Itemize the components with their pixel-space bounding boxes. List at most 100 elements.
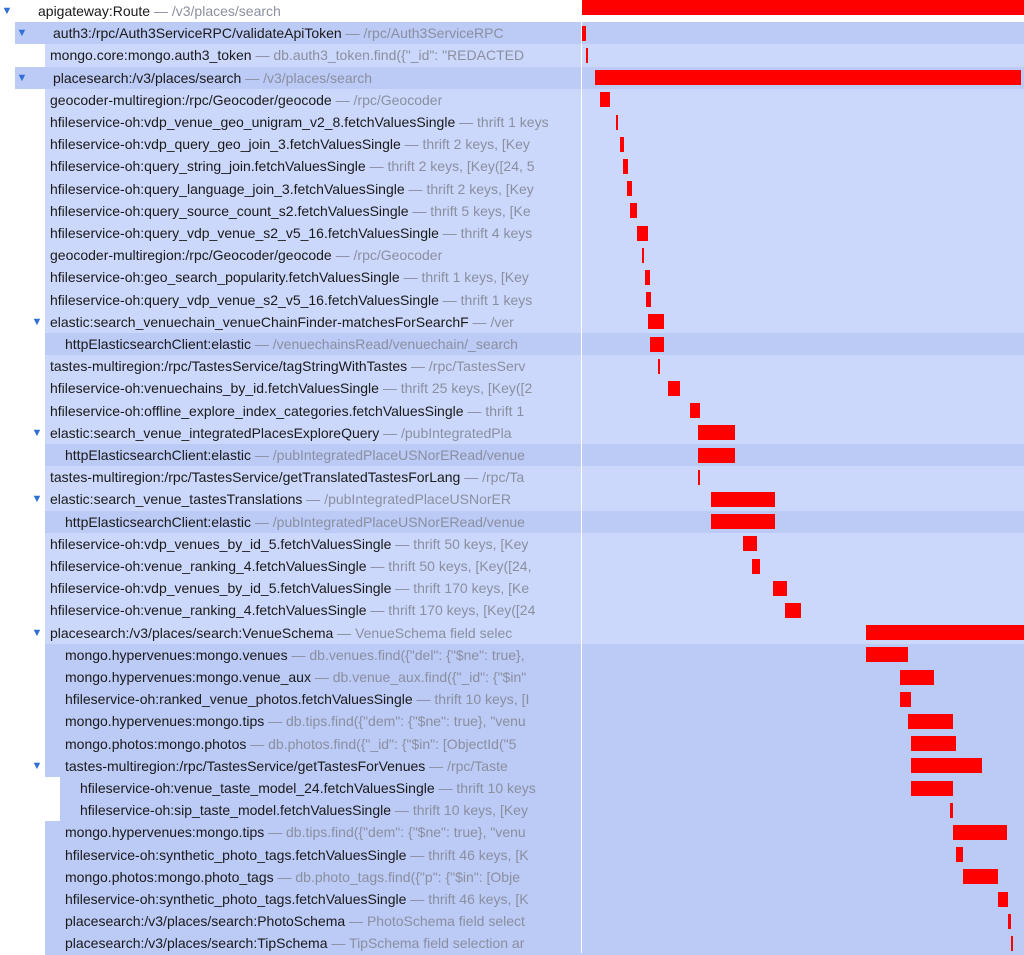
span-row[interactable]: hfileservice-oh:venuechains_by_id.fetchV… [0, 377, 1024, 400]
span-row[interactable]: hfileservice-oh:query_source_count_s2.fe… [0, 199, 1024, 222]
span-duration-bar[interactable] [629, 203, 637, 219]
span-label: hfileservice-oh:vdp_venue_geo_unigram_v2… [50, 111, 581, 133]
span-row[interactable]: hfileservice-oh:query_vdp_venue_s2_v5_16… [0, 288, 1024, 311]
span-row[interactable]: ▼ elastic:search_venue_integratedPlacesEx… [0, 421, 1024, 444]
span-duration-bar[interactable] [866, 625, 1024, 641]
span-row[interactable]: hfileservice-oh:geo_search_popularity.fe… [0, 266, 1024, 289]
span-duration-bar[interactable] [644, 269, 651, 285]
span-row[interactable]: hfileservice-oh:venue_ranking_4.fetchVal… [0, 599, 1024, 622]
span-duration-bar[interactable] [910, 780, 953, 796]
span-row[interactable]: placesearch:/v3/places/search:TipSchema … [0, 932, 1024, 955]
span-row[interactable]: hfileservice-oh:venue_ranking_4.fetchVal… [0, 555, 1024, 578]
span-service-operation: hfileservice-oh:vdp_query_geo_join_3.fet… [50, 136, 401, 153]
span-row[interactable]: mongo.hypervenues:mongo.tips — db.tips.f… [0, 821, 1024, 844]
expand-toggle-icon[interactable]: ▼ [31, 493, 43, 506]
span-row[interactable]: hfileservice-oh:synthetic_photo_tags.fet… [0, 888, 1024, 911]
span-row[interactable]: tastes-multiregion:/rpc/TastesService/ge… [0, 466, 1024, 489]
span-duration-bar[interactable] [711, 491, 775, 507]
span-duration-bar[interactable] [582, 0, 1024, 15]
column-divider[interactable] [581, 0, 582, 953]
span-row-background [45, 44, 1024, 67]
span-duration-bar[interactable] [582, 25, 587, 41]
span-row[interactable]: ▼ tastes-multiregion:/rpc/TastesService/g… [0, 754, 1024, 777]
span-row-background [45, 688, 1024, 711]
span-duration-bar[interactable] [689, 403, 700, 419]
span-row[interactable]: httpElasticsearchClient:elastic — /pubIn… [0, 444, 1024, 467]
span-duration-bar[interactable] [742, 536, 757, 552]
span-duration-bar[interactable] [620, 136, 625, 152]
span-duration-bar[interactable] [648, 314, 665, 330]
span-duration-bar[interactable] [636, 225, 649, 241]
span-row[interactable]: httpElasticsearchClient:elastic — /venue… [0, 333, 1024, 356]
span-duration-bar[interactable] [594, 70, 1021, 86]
span-row[interactable]: mongo.photos:mongo.photo_tags — db.photo… [0, 865, 1024, 888]
span-row[interactable]: ▼ elastic:search_venuechain_venueChainFin… [0, 310, 1024, 333]
span-row[interactable]: hfileservice-oh:synthetic_photo_tags.fet… [0, 843, 1024, 866]
span-duration-bar[interactable] [1011, 935, 1014, 951]
span-duration-bar[interactable] [650, 336, 665, 352]
span-row[interactable]: hfileservice-oh:query_language_join_3.fe… [0, 177, 1024, 200]
span-duration-bar[interactable] [962, 869, 999, 885]
span-row[interactable]: ▼ auth3:/rpc/Auth3ServiceRPC/validateApiT… [0, 22, 1024, 45]
span-row[interactable]: geocoder-multiregion:/rpc/Geocoder/geoco… [0, 244, 1024, 267]
span-duration-bar[interactable] [600, 92, 611, 108]
span-duration-bar[interactable] [627, 181, 633, 197]
expand-toggle-icon[interactable]: ▼ [31, 626, 43, 639]
span-duration-bar[interactable] [1008, 913, 1012, 929]
span-row[interactable]: geocoder-multiregion:/rpc/Geocoder/geoco… [0, 88, 1024, 111]
span-duration-bar[interactable] [751, 558, 760, 574]
span-duration-bar[interactable] [668, 380, 681, 396]
span-row[interactable]: ▼ apigateway:Route — /v3/places/search [0, 0, 1024, 23]
span-row[interactable]: hfileservice-oh:vdp_venues_by_id_5.fetch… [0, 577, 1024, 600]
span-duration-bar[interactable] [616, 114, 619, 130]
span-row[interactable]: placesearch:/v3/places/search:PhotoSchem… [0, 910, 1024, 933]
span-row[interactable]: tastes-multiregion:/rpc/TastesService/ta… [0, 355, 1024, 378]
expand-toggle-icon[interactable]: ▼ [1, 5, 13, 17]
span-row[interactable]: hfileservice-oh:venue_taste_model_24.fet… [0, 777, 1024, 800]
span-row[interactable]: hfileservice-oh:vdp_venues_by_id_5.fetch… [0, 532, 1024, 555]
span-duration-bar[interactable] [949, 802, 953, 818]
span-row[interactable]: mongo.core:mongo.auth3_token — db.auth3_… [0, 44, 1024, 67]
span-duration-bar[interactable] [952, 824, 1007, 840]
span-duration-bar[interactable] [646, 292, 652, 308]
span-row[interactable]: hfileservice-oh:query_vdp_venue_s2_v5_16… [0, 222, 1024, 245]
span-duration-bar[interactable] [784, 602, 801, 618]
span-row[interactable]: hfileservice-oh:vdp_venue_geo_unigram_v2… [0, 111, 1024, 134]
span-duration-bar[interactable] [900, 691, 911, 707]
span-duration-bar[interactable] [697, 447, 735, 463]
span-duration-bar[interactable] [697, 469, 700, 485]
span-duration-bar[interactable] [697, 425, 735, 441]
span-row[interactable]: mongo.photos:mongo.photos — db.photos.fi… [0, 732, 1024, 755]
expand-toggle-icon[interactable]: ▼ [31, 759, 43, 772]
expand-toggle-icon[interactable]: ▼ [31, 426, 43, 439]
span-row[interactable]: hfileservice-oh:ranked_venue_photos.fetc… [0, 688, 1024, 711]
span-duration-bar[interactable] [998, 891, 1009, 907]
span-row[interactable]: ▼ placesearch:/v3/places/search:VenueSche… [0, 621, 1024, 644]
span-row[interactable]: httpElasticsearchClient:elastic — /pubIn… [0, 510, 1024, 533]
span-row[interactable]: mongo.hypervenues:mongo.tips — db.tips.f… [0, 710, 1024, 733]
span-duration-bar[interactable] [907, 713, 953, 729]
span-row[interactable]: ▼ placesearch:/v3/places/search — /v3/pla… [0, 66, 1024, 89]
span-row[interactable]: mongo.hypervenues:mongo.venue_aux — db.v… [0, 666, 1024, 689]
span-row-background [45, 710, 1024, 733]
span-row[interactable]: hfileservice-oh:vdp_query_geo_join_3.fet… [0, 133, 1024, 156]
span-row[interactable]: hfileservice-oh:query_string_join.fetchV… [0, 155, 1024, 178]
span-duration-bar[interactable] [900, 669, 935, 685]
expand-toggle-icon[interactable]: ▼ [16, 71, 28, 84]
span-duration-bar[interactable] [773, 580, 788, 596]
span-duration-bar[interactable] [955, 847, 963, 863]
span-row[interactable]: ▼ elastic:search_venue_tastesTranslations… [0, 488, 1024, 511]
expand-toggle-icon[interactable]: ▼ [31, 315, 43, 328]
span-duration-bar[interactable] [641, 247, 644, 263]
span-duration-bar[interactable] [711, 514, 775, 530]
expand-toggle-icon[interactable]: ▼ [16, 27, 28, 40]
span-duration-bar[interactable] [623, 158, 629, 174]
span-row[interactable]: hfileservice-oh:offline_explore_index_ca… [0, 399, 1024, 422]
span-duration-bar[interactable] [586, 47, 589, 63]
span-duration-bar[interactable] [866, 647, 908, 663]
span-duration-bar[interactable] [658, 358, 661, 374]
span-duration-bar[interactable] [910, 758, 982, 774]
span-row[interactable]: hfileservice-oh:sip_taste_model.fetchVal… [0, 799, 1024, 822]
span-duration-bar[interactable] [910, 736, 956, 752]
span-row[interactable]: mongo.hypervenues:mongo.venues — db.venu… [0, 643, 1024, 666]
